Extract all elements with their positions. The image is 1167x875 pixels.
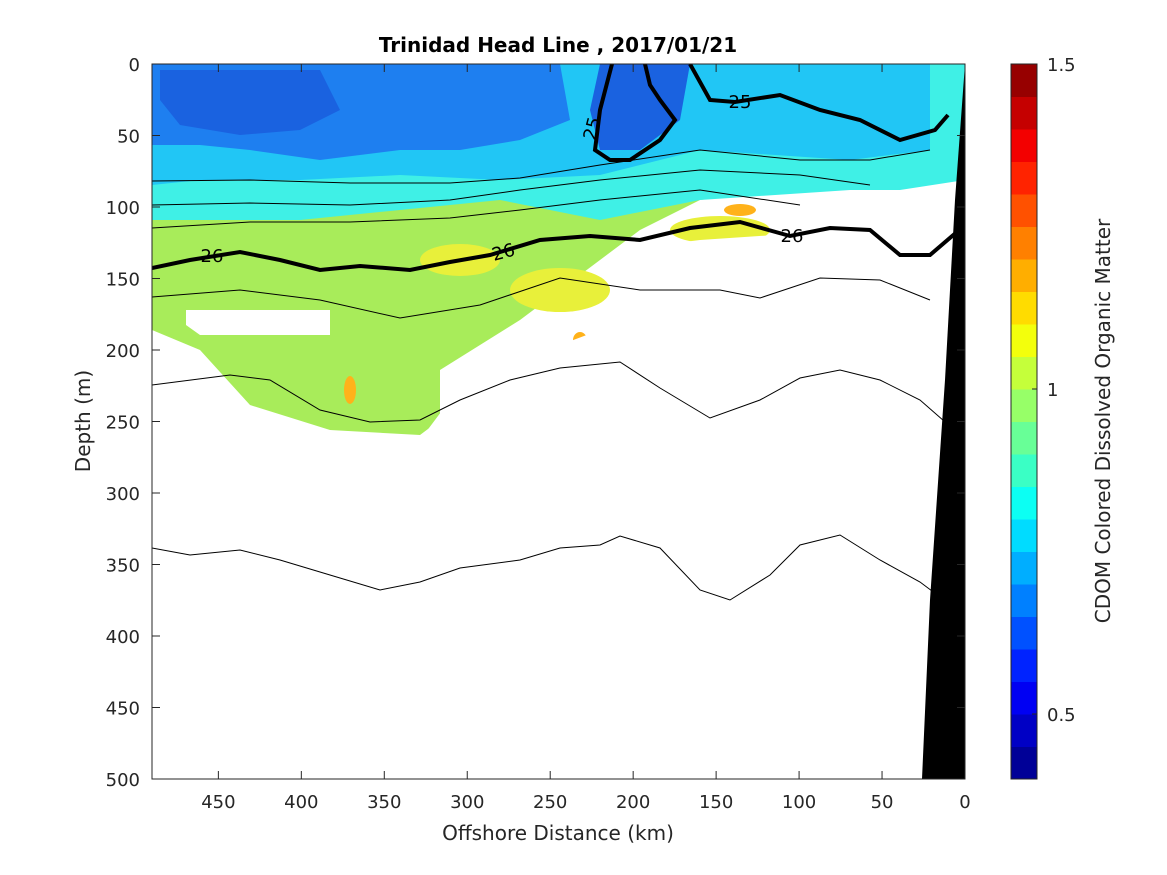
cdom-patch-1 xyxy=(510,268,610,312)
colorbar-step xyxy=(1011,161,1037,195)
colorbar-step xyxy=(1011,584,1037,617)
y-tick-label: 150 xyxy=(106,270,140,291)
contour-26 xyxy=(152,219,965,273)
colorbar-step xyxy=(1011,649,1037,682)
cdom-nearshore-blob xyxy=(590,64,690,150)
colorbar-step xyxy=(1011,551,1037,585)
x-tick-label: 450 xyxy=(201,792,235,813)
y-tick-label: 400 xyxy=(106,627,140,648)
plot-area xyxy=(152,64,965,779)
colorbar-step xyxy=(1011,714,1037,747)
colorbar-frame xyxy=(1010,63,1038,780)
colorbar-label: CDOM Colored Dissolved Organic Matter xyxy=(1091,218,1115,623)
colorbar: 0.5 1 1.5 xyxy=(1010,55,1076,780)
colorbar-tick-label: 1.5 xyxy=(1047,55,1076,76)
contour-25-right xyxy=(688,64,950,143)
colorbar-tick-label: 0.5 xyxy=(1047,705,1076,726)
contour-26-2 xyxy=(152,277,931,319)
contour-25-top xyxy=(592,64,678,162)
no-data-gap-1 xyxy=(186,310,330,335)
y-tick-label: 450 xyxy=(106,699,140,720)
chart-title: Trinidad Head Line , 2017/01/21 xyxy=(379,33,737,57)
contour-25-7 xyxy=(152,169,871,206)
colorbar-step xyxy=(1011,64,1037,97)
y-tick-label: 350 xyxy=(106,556,140,577)
colorbar-step xyxy=(1011,681,1037,715)
contour-label-25-b: 25 xyxy=(729,92,752,113)
colorbar-step xyxy=(1011,291,1037,325)
colorbar-step xyxy=(1011,389,1037,422)
x-tick-label: 350 xyxy=(367,792,401,813)
x-axis: 450 400 350 300 250 200 150 100 50 0 xyxy=(201,64,971,813)
colorbar-tick-label: 1 xyxy=(1047,380,1058,401)
colorbar-step xyxy=(1011,421,1037,455)
y-tick-label: 500 xyxy=(106,770,140,791)
x-tick-label: 100 xyxy=(782,792,816,813)
bathymetry-wedge xyxy=(922,64,965,779)
colorbar-step xyxy=(1011,194,1037,227)
contour-25-9 xyxy=(152,189,801,229)
isopycnal-contours xyxy=(152,64,965,613)
x-tick-label: 200 xyxy=(616,792,650,813)
colorbar-step xyxy=(1011,454,1037,487)
contour-27 xyxy=(152,534,961,613)
cdom-patch-4 xyxy=(724,204,756,216)
cdom-surface-core xyxy=(160,70,340,135)
x-tick-label: 150 xyxy=(699,792,733,813)
no-data-gap-2 xyxy=(152,210,965,779)
x-tick-label: 300 xyxy=(450,792,484,813)
y-tick-label: 50 xyxy=(117,127,140,148)
x-tick-label: 400 xyxy=(284,792,318,813)
colorbar-step xyxy=(1011,96,1037,130)
x-tick-label: 250 xyxy=(533,792,567,813)
contour-label-26-a: 26 xyxy=(201,246,224,267)
x-tick-label: 50 xyxy=(871,792,894,813)
colorbar-step xyxy=(1011,616,1037,650)
contour-label-26-c: 26 xyxy=(781,226,804,247)
y-tick-label: 100 xyxy=(106,198,140,219)
contour-26-5 xyxy=(152,361,961,436)
colorbar-step xyxy=(1011,259,1037,292)
y-axis: 0 50 100 150 200 250 300 350 400 450 500 xyxy=(106,55,965,791)
y-axis-label: Depth (m) xyxy=(71,370,95,472)
contour-25-5 xyxy=(152,149,931,184)
x-tick-label: 0 xyxy=(959,792,970,813)
x-axis-label: Offshore Distance (km) xyxy=(442,821,674,845)
colorbar-step xyxy=(1011,356,1037,390)
colorbar-step xyxy=(1011,226,1037,260)
colorbar-step xyxy=(1011,324,1037,357)
y-tick-label: 0 xyxy=(129,55,140,76)
cdom-patch-5 xyxy=(344,376,356,404)
cdom-heatmap xyxy=(152,64,965,779)
y-tick-label: 200 xyxy=(106,341,140,362)
colorbar-step xyxy=(1011,746,1037,780)
colorbar-step xyxy=(1011,519,1037,552)
colorbar-step xyxy=(1011,129,1037,162)
y-tick-label: 250 xyxy=(106,413,140,434)
colorbar-step xyxy=(1011,486,1037,520)
y-tick-label: 300 xyxy=(106,484,140,505)
